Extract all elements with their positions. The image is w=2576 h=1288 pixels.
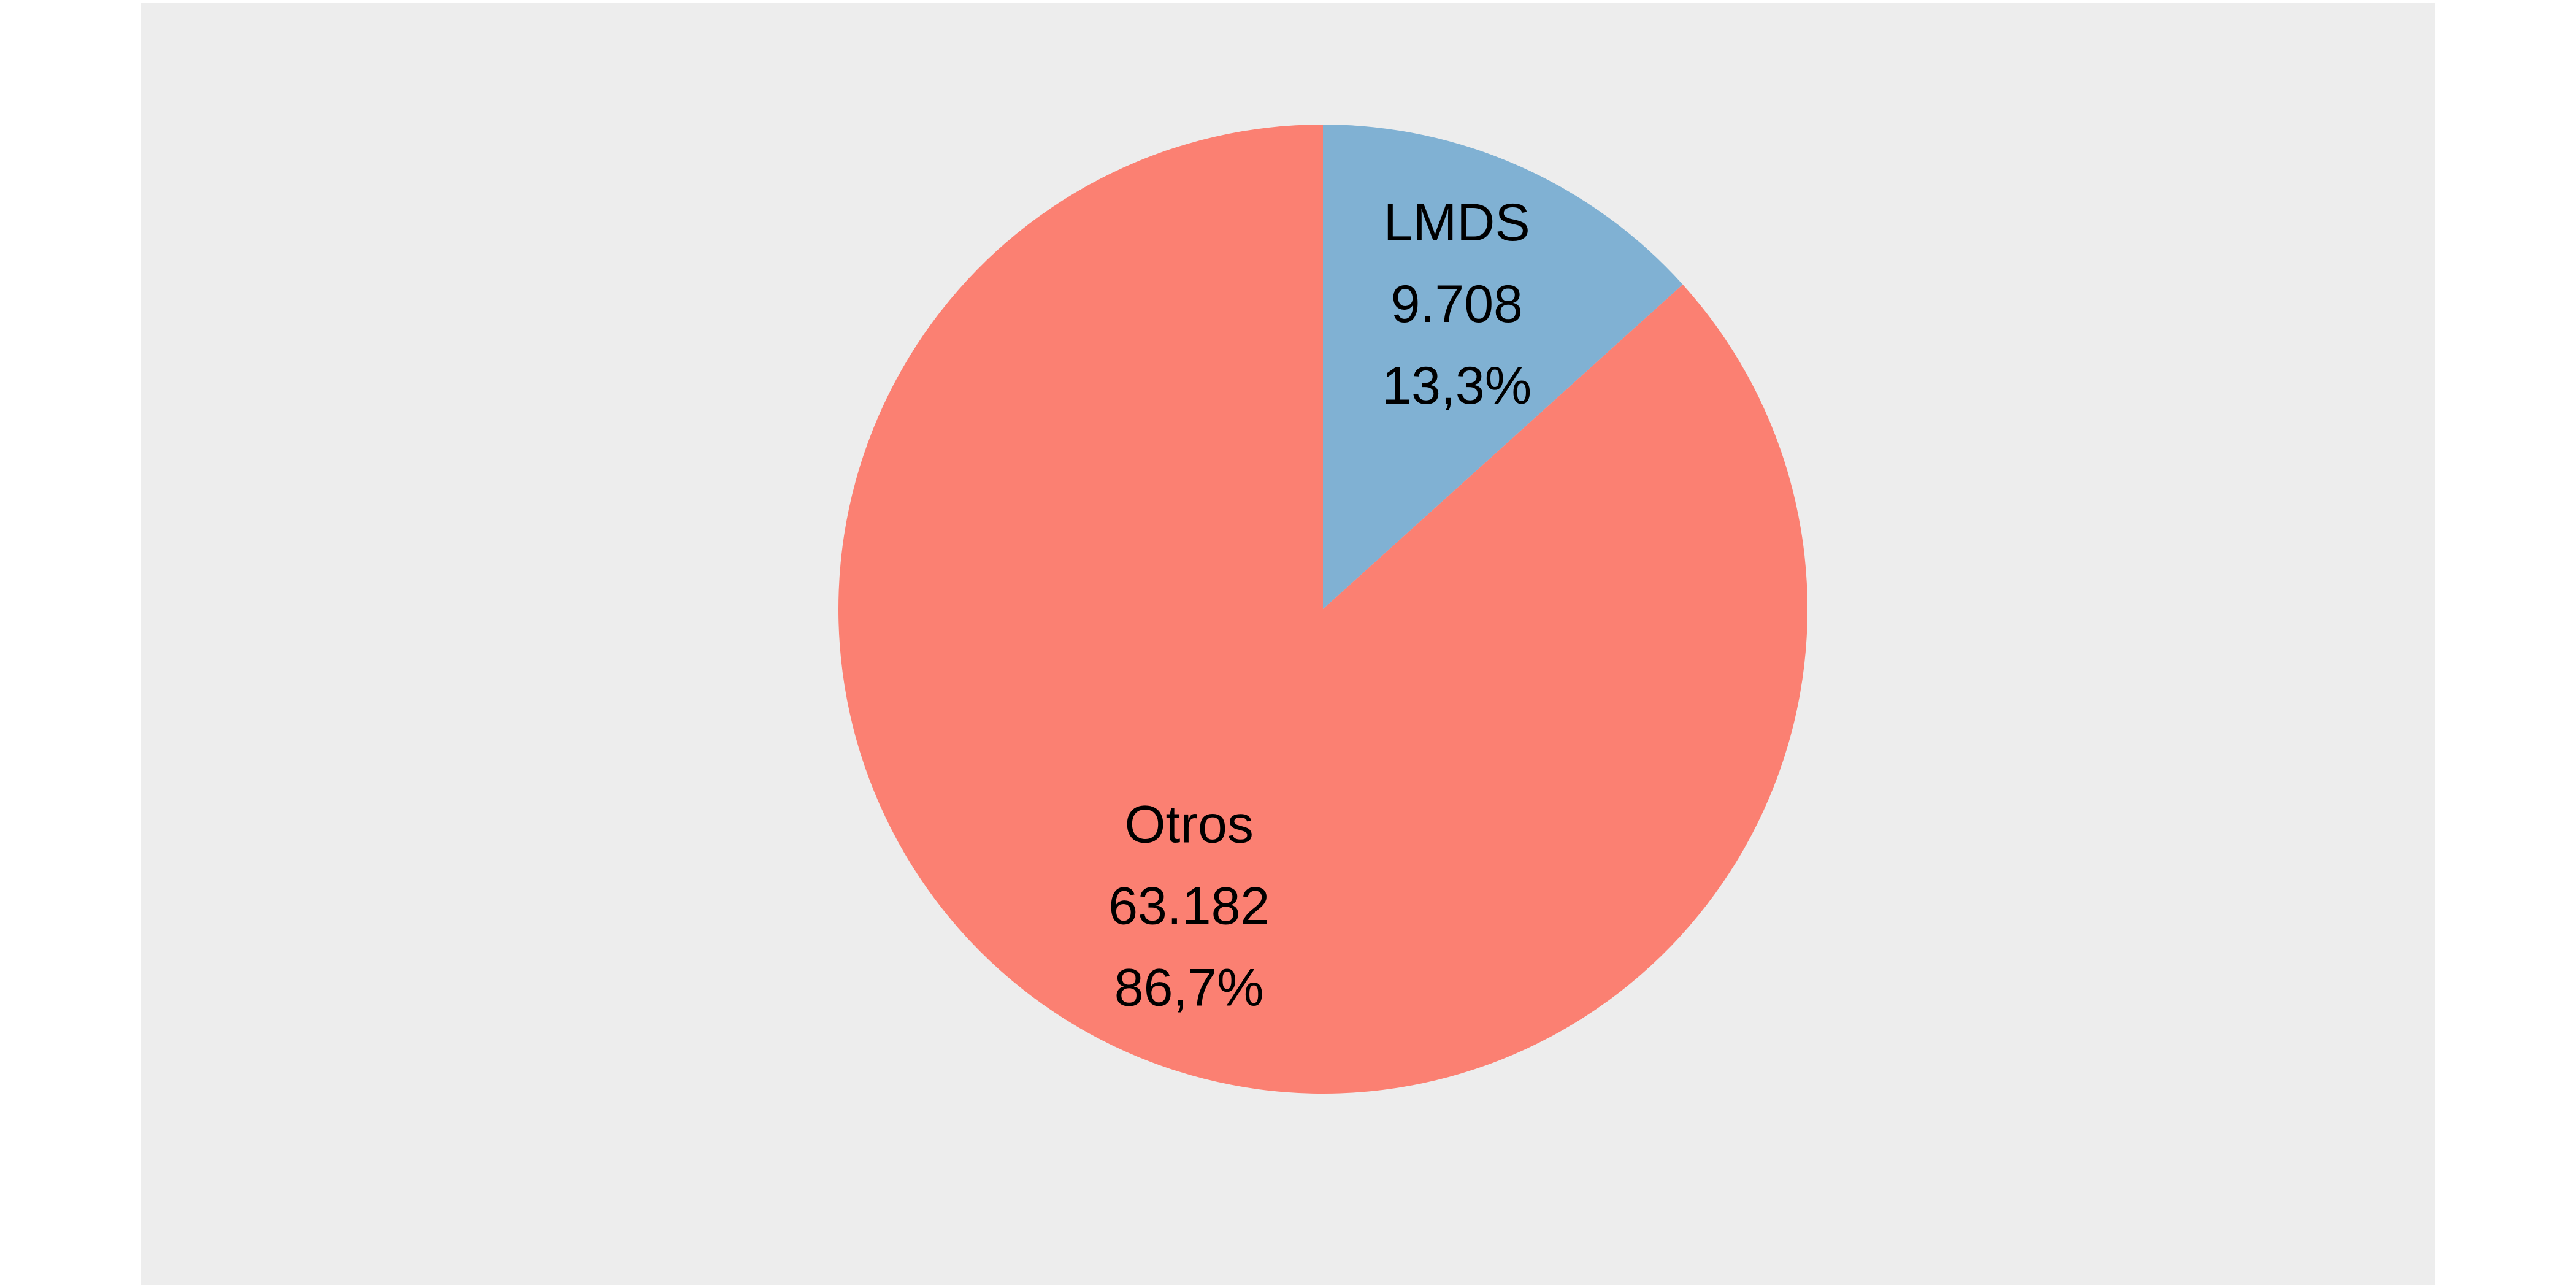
pie-slices [838, 125, 1808, 1094]
pie-slice-lmds [1323, 125, 1683, 609]
pie-slice-otros [838, 125, 1808, 1094]
slice-value-label: 9.708 [1391, 275, 1523, 334]
pie-labels: LMDS 9.708 13,3% Otros 63.182 86,7% [1108, 193, 1531, 1018]
slice-percent-label: 86,7% [1114, 959, 1264, 1018]
slice-name-label: Otros [1125, 795, 1254, 854]
slice-name-label: LMDS [1384, 193, 1530, 252]
slice-percent-label: 13,3% [1382, 356, 1531, 415]
slice-value-label: 63.182 [1108, 877, 1270, 936]
